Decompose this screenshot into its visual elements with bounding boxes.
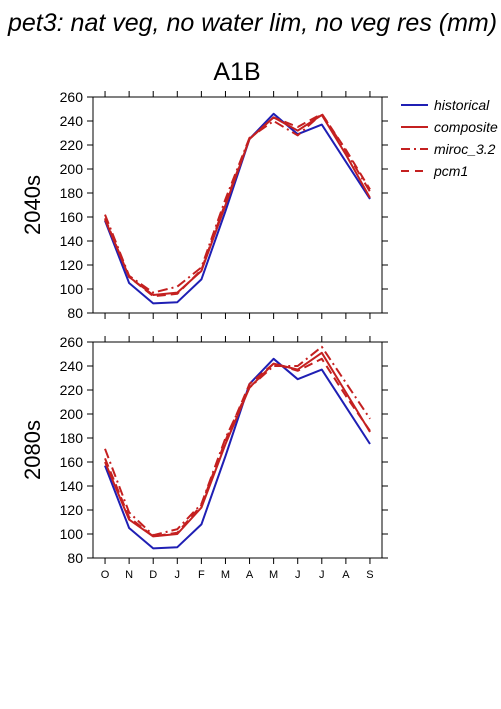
panel-label: 2040s [20,175,45,235]
plot-frame [92,96,383,314]
y-tick-label: 180 [60,185,84,201]
x-tick-label: M [221,569,230,581]
x-tick-label: S [366,569,373,581]
y-tick-label: 220 [60,382,84,398]
series-line-composite [104,351,371,538]
x-tick-label: J [175,569,181,581]
y-tick-label: 200 [60,161,84,177]
plot-frame [92,341,383,559]
legend-label: historical [434,97,490,113]
y-tick-label: 180 [60,430,84,446]
y-tick-label: 100 [60,281,84,297]
y-tick-label: 100 [60,526,84,542]
series-line-miroc_3.2 [104,345,371,537]
figure-title: pet3: nat veg, no water lim, no veg res … [7,9,497,37]
x-tick-label: M [269,569,278,581]
y-tick-label: 140 [60,478,84,494]
series-line-historical [104,357,371,550]
x-tick-label: F [198,569,205,581]
x-tick-label: A [342,569,350,581]
x-tick-label: A [246,569,254,581]
y-tick-label: 240 [60,113,84,129]
series-line-historical [104,112,371,305]
x-tick-label: D [149,569,157,581]
y-tick-label: 240 [60,358,84,374]
y-tick-label: 160 [60,209,84,225]
y-tick-label: 80 [67,305,83,321]
chart-panel-2080s: 80 100 120 140 160 180 200 220 240 260 O N D J F M A M J J A… [20,334,388,581]
series-line-miroc_3.2 [104,112,371,294]
x-tick-label: J [319,569,325,581]
y-tick-label: 80 [67,550,83,566]
panel-label: 2080s [20,420,45,480]
y-tick-label: 120 [60,257,84,273]
legend: historical composite miroc_3.2 pcm1 [401,97,498,179]
y-tick-label: 200 [60,406,84,422]
x-tick-label: J [295,569,301,581]
series-line-pcm1 [104,357,371,538]
legend-label: composite [434,119,498,135]
x-tick-label: N [125,569,133,581]
chart-panels: 80 100 120 140 160 180 200 220 240 260 2040s 80 100 1… [20,89,388,581]
y-tick-label: 220 [60,137,84,153]
series-line-pcm1 [104,112,371,298]
y-tick-label: 260 [60,334,84,350]
y-tick-label: 140 [60,233,84,249]
x-tick-label: O [101,569,110,581]
series-line-composite [104,114,371,296]
legend-label: pcm1 [433,163,468,179]
y-tick-label: 260 [60,89,84,105]
chart-panel-2040s: 80 100 120 140 160 180 200 220 240 260 2040s [20,89,388,321]
y-tick-label: 120 [60,502,84,518]
legend-label: miroc_3.2 [434,141,496,157]
scenario-title: A1B [213,58,260,86]
y-tick-label: 160 [60,454,84,470]
